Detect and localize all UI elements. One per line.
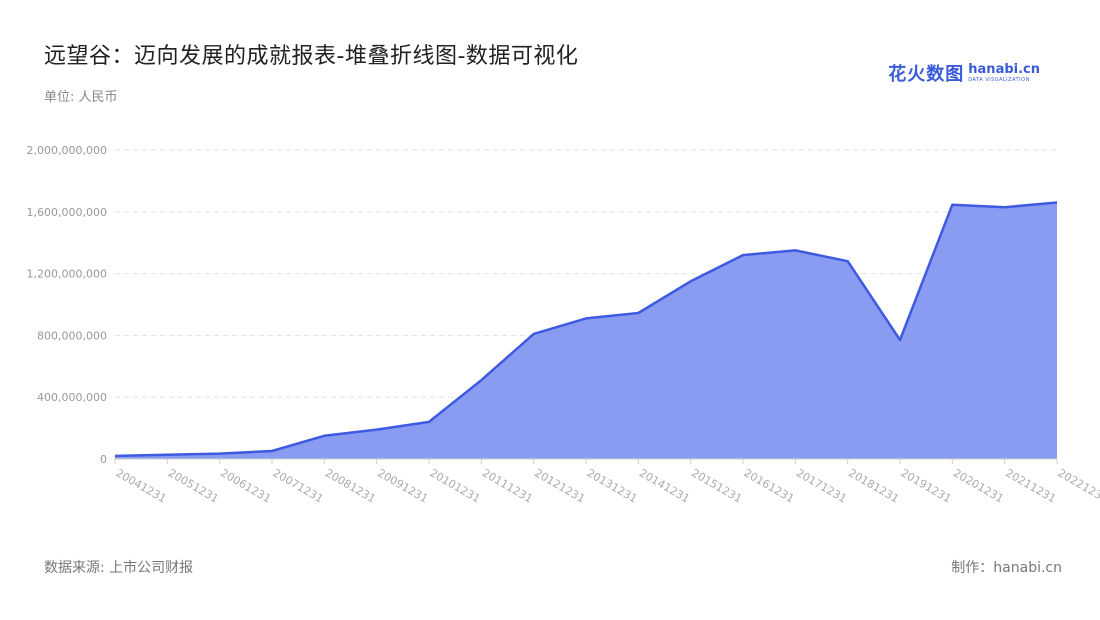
x-tick-label: 20101231 bbox=[428, 466, 483, 505]
x-tick-label: 20121231 bbox=[532, 466, 587, 505]
x-tick-label: 20171231 bbox=[794, 466, 849, 505]
x-tick-label: 20071231 bbox=[271, 466, 326, 505]
logo-cn-text: 花火数图 bbox=[888, 64, 965, 85]
x-tick-label: 20181231 bbox=[846, 466, 901, 505]
x-tick-label: 20081231 bbox=[323, 466, 378, 505]
x-tick-label: 20161231 bbox=[742, 466, 797, 505]
y-tick-label: 2,000,000,000 bbox=[27, 144, 107, 157]
unit-label: 单位: 人民币 bbox=[44, 90, 118, 105]
x-tick-label: 20051231 bbox=[166, 466, 221, 505]
x-tick-label: 20091231 bbox=[375, 466, 430, 505]
x-axis-ticks: 2004123120051231200612312007123120081231… bbox=[114, 459, 1100, 506]
x-tick-label: 20151231 bbox=[689, 466, 744, 505]
logo-en-text: hanabi.cn bbox=[968, 62, 1040, 77]
x-tick-label: 20111231 bbox=[480, 466, 535, 505]
series-line bbox=[114, 201, 1058, 458]
y-tick-label: 400,000,000 bbox=[37, 391, 107, 404]
x-tick-label: 20211231 bbox=[1003, 466, 1058, 505]
x-tick-label: 20191231 bbox=[899, 466, 954, 505]
y-tick-label: 1,200,000,000 bbox=[27, 268, 107, 281]
credit-label: 制作：hanabi.cn bbox=[951, 560, 1062, 576]
brand-logo: 花火数图 hanabi.cn DATA VISUALIZATION bbox=[888, 60, 1040, 86]
x-tick-label: 20041231 bbox=[114, 466, 169, 505]
y-axis-ticks: 0 400,000,000 800,000,000 1,200,000,000 1,60… bbox=[27, 144, 107, 466]
x-tick-label: 20131231 bbox=[585, 466, 640, 505]
y-tick-label: 800,000,000 bbox=[37, 329, 107, 342]
logo-tagline: DATA VISUALIZATION bbox=[968, 77, 1030, 83]
area-fill bbox=[115, 202, 1057, 459]
x-tick-label: 20141231 bbox=[637, 466, 692, 505]
x-tick-label: 20201231 bbox=[951, 466, 1006, 505]
y-tick-label: 1,600,000,000 bbox=[27, 206, 107, 219]
chart-title: 远望谷：迈向发展的成就报表-堆叠折线图-数据可视化 bbox=[44, 44, 579, 69]
x-tick-label: 20061231 bbox=[218, 466, 273, 505]
y-tick-label: 0 bbox=[100, 453, 107, 466]
x-tick-label: 20221231 bbox=[1056, 466, 1100, 505]
data-source: 数据来源: 上市公司财报 bbox=[44, 560, 194, 576]
